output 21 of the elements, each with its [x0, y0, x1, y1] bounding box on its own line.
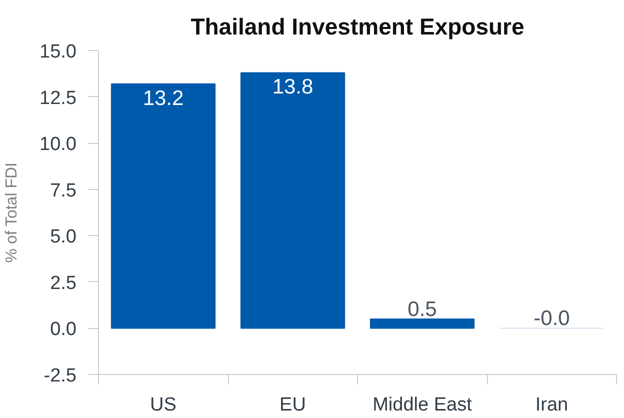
y-tick-label: 7.5	[50, 180, 77, 202]
chart-title: Thailand Investment Exposure	[190, 14, 524, 40]
data-label: 0.5	[408, 298, 437, 321]
x-tick-label: US	[150, 394, 176, 416]
y-axis-title: % of Total FDI	[4, 162, 21, 263]
bar	[370, 318, 475, 329]
y-tick-label: 2.5	[50, 272, 77, 294]
y-tick-label: 0.0	[50, 319, 77, 340]
bar	[110, 83, 216, 329]
y-tick-label: 12.5	[40, 88, 77, 109]
y-tick-label: 15.0	[40, 42, 77, 62]
x-tick-label: EU	[280, 394, 306, 416]
y-tick-label: -2.5	[44, 366, 77, 386]
data-label: 13.2	[142, 86, 184, 110]
y-tick-label: 10.0	[40, 134, 77, 156]
x-tick-label: Middle East	[372, 394, 473, 416]
data-label: -0.0	[534, 307, 570, 330]
data-label: 13.8	[272, 76, 314, 99]
y-tick-label: 5.0	[50, 226, 77, 248]
x-tick-label: Iran	[535, 394, 568, 416]
bar	[240, 72, 346, 329]
